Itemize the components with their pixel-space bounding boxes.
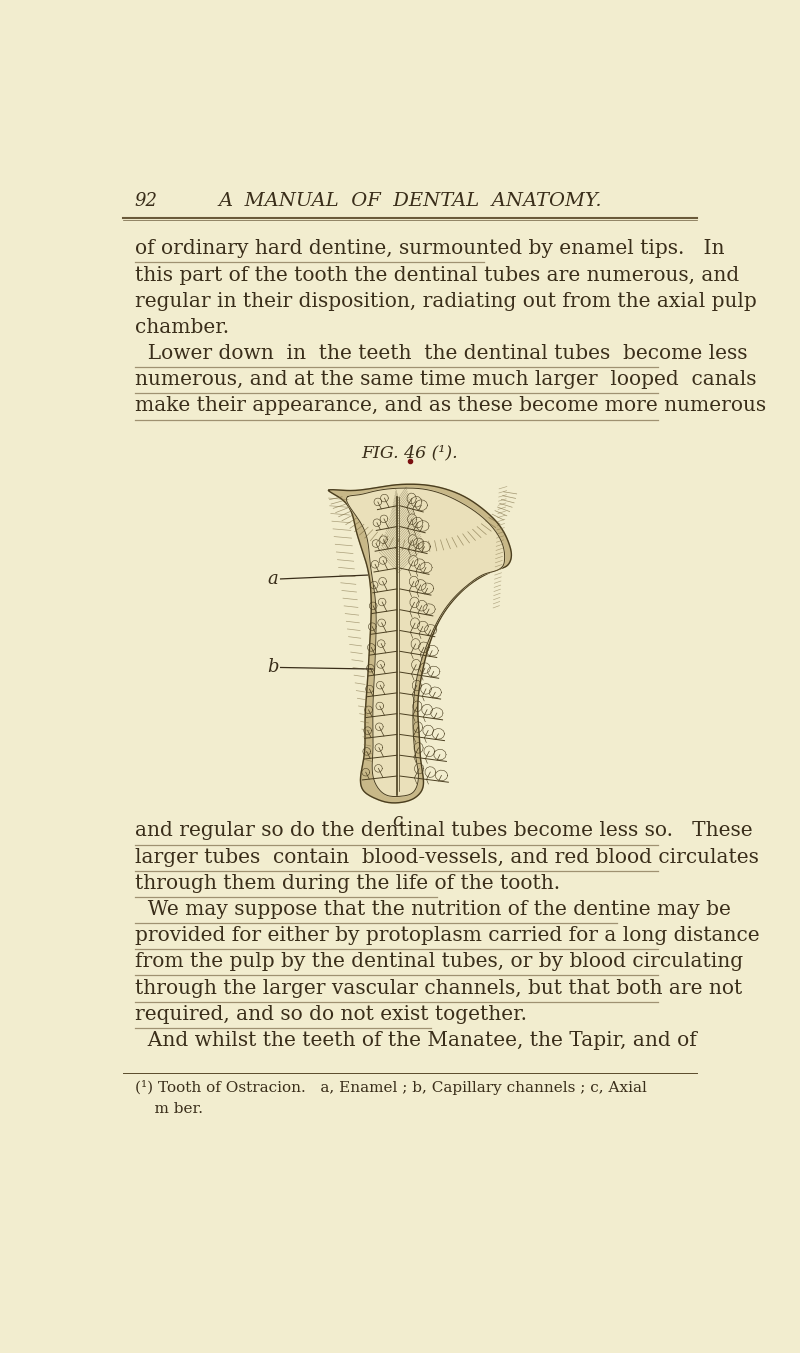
Polygon shape <box>346 488 505 797</box>
Text: b: b <box>266 659 278 676</box>
Text: (¹) Tooth of Ostracion.   a, Enamel ; b, Capillary channels ; c, Axial: (¹) Tooth of Ostracion. a, Enamel ; b, C… <box>135 1080 646 1095</box>
Text: a: a <box>267 570 278 589</box>
Text: A  MANUAL  OF  DENTAL  ANATOMY.: A MANUAL OF DENTAL ANATOMY. <box>218 192 602 210</box>
Text: chamber.: chamber. <box>135 318 229 337</box>
Text: required, and so do not exist together.: required, and so do not exist together. <box>135 1005 527 1024</box>
Text: And whilst the teeth of the Manatee, the Tapir, and of: And whilst the teeth of the Manatee, the… <box>135 1031 697 1050</box>
Text: and regular so do the dentinal tubes become less so.   These: and regular so do the dentinal tubes bec… <box>135 821 753 840</box>
Text: make their appearance, and as these become more numerous: make their appearance, and as these beco… <box>135 396 766 415</box>
Text: numerous, and at the same time much larger  looped  canals: numerous, and at the same time much larg… <box>135 371 756 390</box>
Text: FIG. 46 (¹).: FIG. 46 (¹). <box>362 444 458 461</box>
Text: Lower down  in  the teeth  the dentinal tubes  become less: Lower down in the teeth the dentinal tub… <box>135 344 747 363</box>
Text: m ber.: m ber. <box>135 1101 203 1116</box>
Text: of ordinary hard dentine, surmounted by enamel tips.   In: of ordinary hard dentine, surmounted by … <box>135 239 724 258</box>
Text: this part of the tooth the dentinal tubes are numerous, and: this part of the tooth the dentinal tube… <box>135 265 739 284</box>
Text: through them during the life of the tooth.: through them during the life of the toot… <box>135 874 560 893</box>
Text: provided for either by protoplasm carried for a long distance: provided for either by protoplasm carrie… <box>135 927 759 946</box>
Text: regular in their disposition, radiating out from the axial pulp: regular in their disposition, radiating … <box>135 292 757 311</box>
Text: larger tubes  contain  blood-vessels, and red blood circulates: larger tubes contain blood-vessels, and … <box>135 848 758 867</box>
Text: 92: 92 <box>135 192 158 210</box>
Polygon shape <box>329 484 511 802</box>
Text: through the larger vascular channels, but that both are not: through the larger vascular channels, bu… <box>135 978 742 997</box>
Text: c: c <box>392 812 402 831</box>
Text: from the pulp by the dentinal tubes, or by blood circulating: from the pulp by the dentinal tubes, or … <box>135 953 743 971</box>
Text: We may suppose that the nutrition of the dentine may be: We may suppose that the nutrition of the… <box>135 900 730 919</box>
